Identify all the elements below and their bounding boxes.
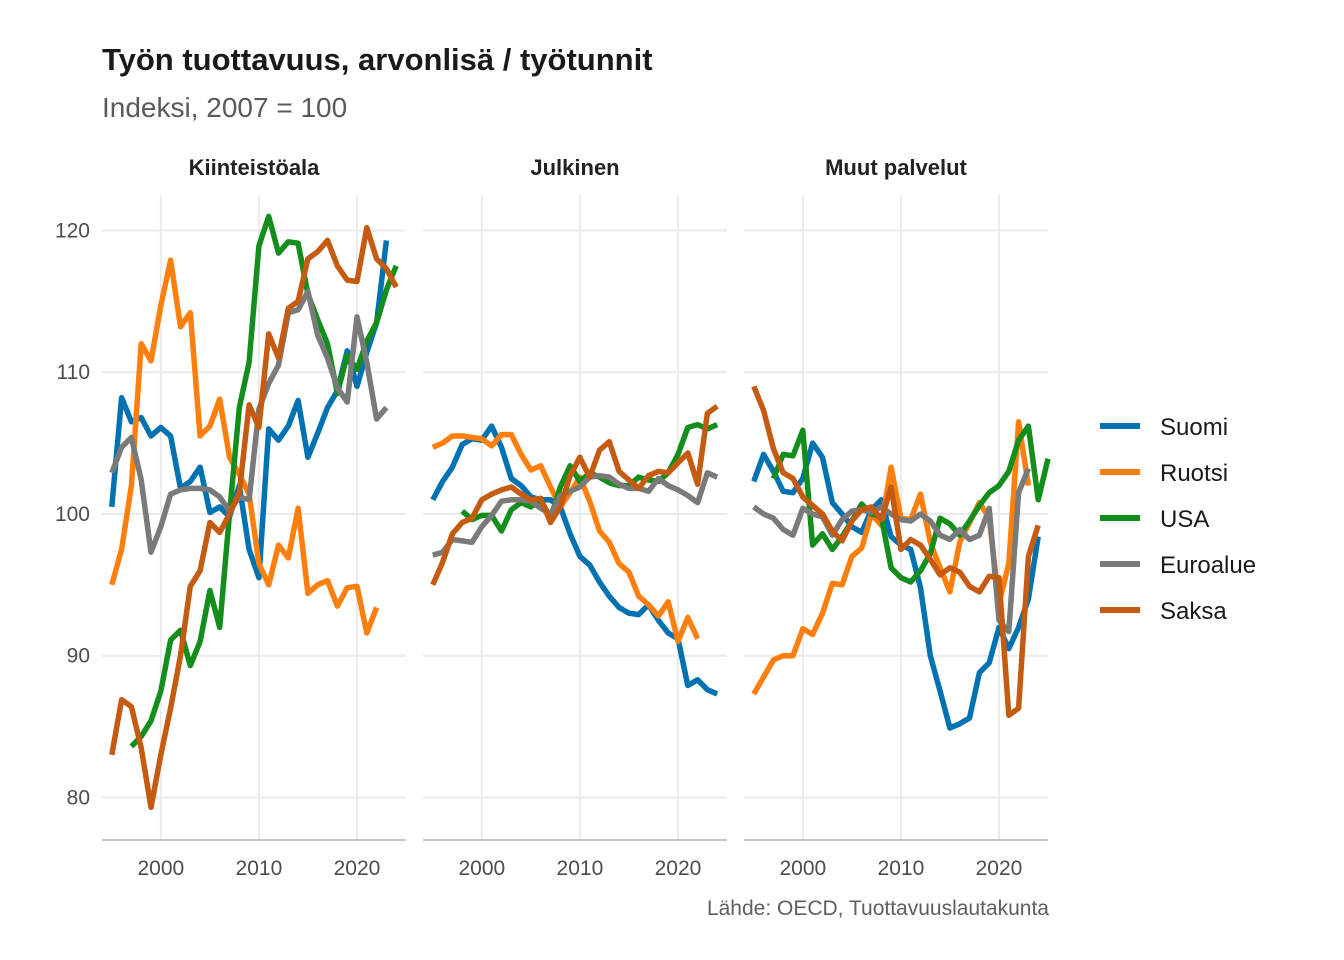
legend-item-euroalue: Euroalue [1100,552,1256,579]
legend-item-ruotsi: Ruotsi [1100,460,1228,487]
series-line-suomi [751,440,1041,731]
x-tick-label: 2020 [655,857,702,880]
series-line-saksa [109,224,399,811]
legend-label: Suomi [1160,414,1228,441]
x-tick-label: 2000 [137,857,184,880]
y-tick-label: 90 [67,645,90,668]
facet-label: Kiinteistöala [189,155,321,180]
series-line-ruotsi [751,419,1032,696]
legend-label: Saksa [1160,598,1227,625]
series-line-euroalue [109,288,389,555]
chart-subtitle: Indeksi, 2007 = 100 [102,92,348,123]
x-tick-label: 2000 [458,857,505,880]
facet-label: Muut palvelut [825,155,967,180]
facet-label: Julkinen [530,155,619,180]
y-tick-label: 100 [55,503,90,526]
legend-item-saksa: Saksa [1100,598,1227,625]
legend-label: Euroalue [1160,552,1256,579]
series-line-euroalue [432,470,719,558]
facet-panel-1: Kiinteistöala 2000 2010 2020 [102,155,406,880]
x-tick-label: 2020 [976,857,1023,880]
chart-title: Työn tuottavuus, arvonlisä / työtunnit [102,42,653,77]
y-tick-label: 110 [57,361,90,384]
x-tick-label: 2010 [557,857,604,880]
facet-panel-2: Julkinen 2000 2010 2020 [423,155,727,880]
y-tick-label: 120 [55,219,90,242]
x-tick-label: 2010 [878,857,925,880]
facet-panel-3: Muut palvelut 2000 2010 2020 [744,155,1051,880]
legend-label: Ruotsi [1160,460,1228,487]
series-line-saksa [430,403,719,586]
series-line-ruotsi [109,257,380,636]
y-tick-label: 80 [67,786,90,809]
x-tick-label: 2000 [779,857,826,880]
legend-item-suomi: Suomi [1100,414,1228,441]
series-line-saksa [751,385,1041,719]
series-line-euroalue [752,467,1031,635]
x-tick-label: 2020 [334,857,381,880]
chart-caption: Lähde: OECD, Tuottavuuslautakunta [706,897,1049,920]
x-tick-label: 2010 [236,857,283,880]
legend-label: USA [1160,506,1209,533]
legend: Suomi Ruotsi USA Euroalue Saksa [1100,414,1256,625]
legend-item-usa: USA [1100,506,1209,533]
series-line-usa [770,423,1051,585]
